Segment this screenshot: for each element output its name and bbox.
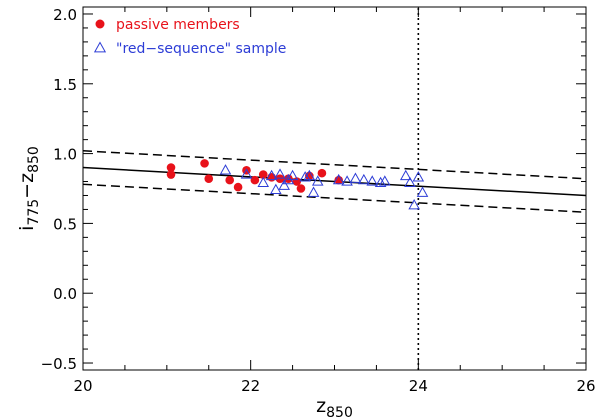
red-sequence-point	[257, 176, 270, 188]
passive-member-point	[296, 184, 306, 193]
red-sequence-point	[349, 172, 362, 183]
passive-member-point	[317, 168, 327, 178]
legend: passive members "red−sequence" sample	[93, 17, 286, 57]
red-sequence-point	[379, 175, 391, 186]
passive-member-point	[258, 170, 268, 179]
legend-triangle-marker	[93, 41, 107, 53]
x-tick-label: 22	[241, 377, 260, 395]
y-tick-label: 1.5	[53, 76, 77, 94]
passive-member-point	[166, 163, 176, 172]
passive-member-point	[233, 182, 243, 192]
red-sequence-point	[416, 186, 429, 197]
red-sequence-point	[270, 183, 282, 195]
x-axis-label-sub: 850	[326, 405, 353, 420]
x-tick-label: 26	[576, 377, 595, 395]
red-sequence-point	[286, 169, 299, 181]
legend-label-passive: passive members	[116, 17, 240, 33]
legend-circle-marker	[95, 19, 105, 29]
passive-member-point	[204, 174, 214, 184]
passive-member-point	[166, 170, 176, 179]
red-sequence-point	[274, 168, 286, 179]
passive-member-point	[250, 175, 260, 185]
red-sequence-point	[332, 173, 345, 185]
red-sequence-point	[307, 186, 320, 197]
passive-member-point	[275, 174, 285, 184]
x-axis-label: z850	[316, 395, 353, 420]
passive-member-point	[200, 159, 209, 168]
passive-member-point	[225, 175, 235, 185]
red-sequence-point	[311, 175, 324, 186]
red-sequence-point	[240, 168, 253, 179]
y-tick-label: 2.0	[53, 6, 77, 24]
red-sequence-point	[399, 169, 412, 181]
y-tick-label: 0.5	[53, 215, 77, 233]
red-sequence-point	[278, 179, 290, 190]
y-tick-label: 1.0	[53, 146, 77, 164]
red-sequence-point	[366, 175, 379, 186]
data-markers	[166, 159, 429, 210]
x-tick-label: 20	[73, 377, 92, 395]
y-axis-label: i775−z850	[16, 146, 42, 231]
lower-bound-line	[82, 183, 587, 213]
passive-member-point	[267, 173, 276, 182]
x-axis-label-base: z	[316, 395, 326, 417]
red-sequence-point	[219, 164, 232, 175]
y-tick-label: 0.0	[53, 285, 77, 303]
red-sequence-point	[358, 173, 370, 185]
legend-label-red-sequence: "red−sequence" sample	[116, 41, 286, 57]
red-sequence-point	[404, 176, 416, 188]
y-axis-label-sub: 775	[26, 199, 42, 226]
axis-ticks: 20 22 24 26 −0.5 0.0 0.5 1.0 1.5 2.0	[41, 6, 596, 395]
reference-lines	[82, 7, 587, 370]
upper-bound-line	[82, 150, 587, 180]
y-axis-label-base: i	[16, 226, 38, 231]
x-tick-label: 24	[409, 377, 428, 395]
red-sequence-point	[341, 175, 353, 186]
red-sequence-point	[374, 176, 387, 188]
y-axis-label-sub: 850	[26, 146, 42, 173]
y-axis-label-base: −z	[16, 173, 38, 199]
red-sequence-point	[299, 171, 311, 182]
red-sequence-point	[412, 171, 425, 182]
y-tick-label: −0.5	[41, 355, 77, 373]
red-sequence-point	[265, 169, 278, 181]
red-sequence-point	[303, 169, 316, 181]
red-sequence-point	[408, 199, 420, 210]
